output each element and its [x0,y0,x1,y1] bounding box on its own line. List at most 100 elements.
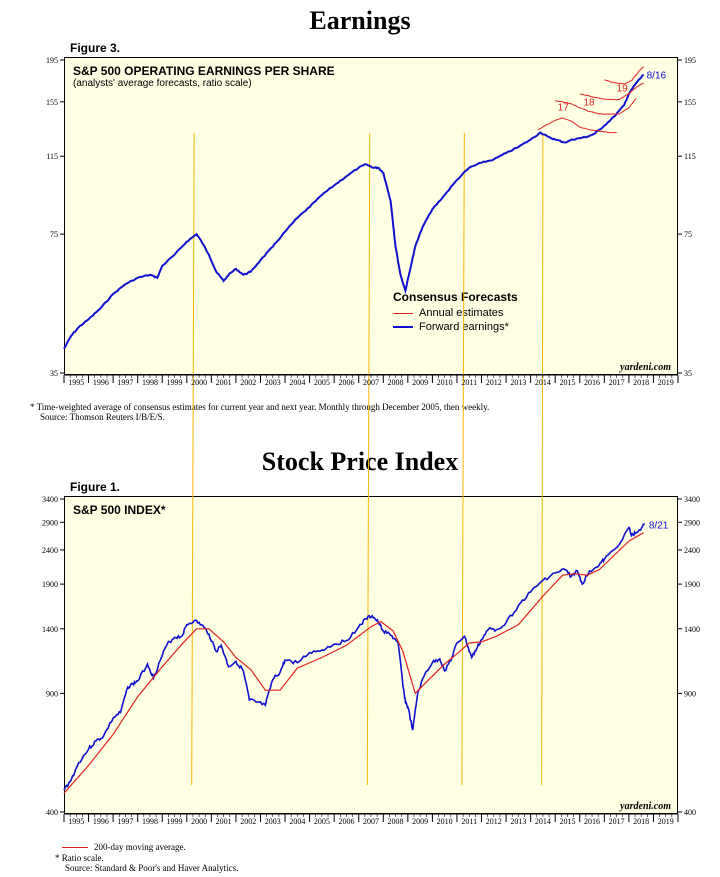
stock-xtick-label: 2012 [486,817,502,826]
stock-ytick-label-left: 900 [46,689,58,698]
stock-xtick-label: 1995 [68,817,84,826]
legend-swatch-ma [62,846,88,848]
vertical-marker-line [191,132,195,786]
stock-index-line [63,523,645,791]
stock-xtick-label: 2016 [584,817,600,826]
stock-ytick-label-left: 2400 [42,546,58,555]
earnings-xtick-label: 2001 [216,378,232,387]
stock-xtick-label: 2007 [363,817,379,826]
earnings-ytick-label-left: 115 [46,152,58,161]
legend-swatch-annual [393,312,413,314]
earnings-ytick-label-left: 35 [50,369,58,378]
stock-ytick-label-left: 400 [46,808,58,817]
stock-ytick-label-left: 1900 [42,580,58,589]
stock-ytick-label-right: 1900 [684,580,700,589]
stock-xtick-label: 2010 [437,817,453,826]
stock-footnote-2: Source: Standard & Poor's and Haver Anal… [65,863,239,873]
legend-label-ma: 200-day moving average. [94,842,186,852]
earnings-xtick-label: 2003 [265,378,281,387]
stock-ytick-label-left: 3400 [42,495,58,504]
earnings-xtick-label: 2004 [289,378,305,387]
earnings-end-label: 8/16 [647,71,667,82]
earnings-annual-line [555,97,637,115]
earnings-footnote-1: * Time-weighted average of consensus est… [30,402,490,412]
earnings-xtick-label: 1996 [93,378,109,387]
stock-xtick-label: 2004 [289,817,305,826]
stock-xtick-label: 2017 [609,817,625,826]
earnings-ytick-label-left: 75 [50,230,58,239]
stock-xtick-label: 1996 [93,817,109,826]
earnings-xtick-label: 2018 [633,378,649,387]
earnings-xtick-label: 2008 [388,378,404,387]
earnings-xtick-label: 2013 [510,378,526,387]
earnings-xtick-label: 2005 [314,378,330,387]
stock-footnote-1: * Ratio scale. [55,853,104,863]
earnings-annual-line [604,66,644,85]
earnings-xtick-label: 2012 [486,378,502,387]
earnings-page-title: Earnings [309,6,411,35]
earnings-xtick-label: 2006 [338,378,354,387]
earnings-xtick-label: 2009 [412,378,428,387]
earnings-legend-title: Consensus Forecasts [393,290,518,304]
stock-xtick-label: 2014 [535,817,551,826]
earnings-annual-label: 17 [558,102,570,113]
earnings-ytick-label-right: 155 [684,98,696,107]
vertical-marker-line [461,132,465,786]
stock-legend-ma: 200-day moving average. [62,842,186,852]
earnings-ytick-label-left: 195 [46,56,58,65]
stock-ma-line [63,532,644,794]
earnings-xtick-label: 2007 [363,378,379,387]
vertical-marker-line [541,132,544,786]
stock-xtick-label: 2019 [658,817,674,826]
earnings-xtick-label: 2000 [191,378,207,387]
earnings-xtick-label: 2016 [584,378,600,387]
stock-ytick-label-right: 3400 [684,495,700,504]
stock-xtick-label: 2013 [510,817,526,826]
earnings-chart-frame: S&P 500 OPERATING EARNINGS PER SHARE (an… [64,57,678,375]
earnings-ytick-label-right: 115 [684,152,696,161]
earnings-ytick-label-right: 35 [684,369,692,378]
stock-ytick-label-right: 2400 [684,546,700,555]
earnings-annual-line [579,82,644,101]
stock-ytick-label-left: 2900 [42,518,58,527]
earnings-annual-line [537,117,617,134]
stock-ytick-label-left: 1400 [42,625,58,634]
stock-xtick-label: 2002 [240,817,256,826]
vertical-marker-line [366,132,371,786]
legend-swatch-forward [393,326,413,328]
stock-xtick-label: 2003 [265,817,281,826]
earnings-legend: Consensus Forecasts Annual estimates For… [393,290,518,333]
stock-xtick-label: 2015 [559,817,575,826]
earnings-xtick-label: 2014 [535,378,551,387]
earnings-xtick-label: 1997 [117,378,133,387]
legend-label-annual: Annual estimates [419,307,504,319]
earnings-xtick-label: 2019 [658,378,674,387]
stock-xtick-label: 2005 [314,817,330,826]
stock-xtick-label: 2001 [216,817,232,826]
earnings-figure-label: Figure 3. [70,41,121,55]
stock-xtick-label: 2018 [633,817,649,826]
stock-figure-label: Figure 1. [70,480,121,494]
stock-ytick-label-right: 900 [684,689,696,698]
stock-ytick-label-right: 400 [684,808,696,817]
earnings-xtick-label: 2015 [559,378,575,387]
stock-xtick-label: 2000 [191,817,207,826]
stock-xtick-label: 2006 [338,817,354,826]
earnings-xtick-label: 2011 [461,378,477,387]
stock-xtick-label: 2008 [388,817,404,826]
stock-xtick-label: 1997 [117,817,133,826]
earnings-xtick-label: 2017 [609,378,625,387]
earnings-forward-line [63,73,645,350]
stock-xtick-label: 2011 [461,817,477,826]
stock-xtick-label: 2009 [412,817,428,826]
stock-credit: yardeni.com [620,801,671,812]
stock-ytick-label-right: 2900 [684,518,700,527]
earnings-legend-annual: Annual estimates [393,307,518,319]
earnings-annual-label: 19 [617,84,629,95]
earnings-ytick-label-right: 195 [684,56,696,65]
stock-page-title: Stock Price Index [261,447,459,476]
earnings-annual-label: 18 [583,97,595,108]
stock-xtick-label: 1999 [167,817,183,826]
earnings-xtick-label: 2010 [437,378,453,387]
